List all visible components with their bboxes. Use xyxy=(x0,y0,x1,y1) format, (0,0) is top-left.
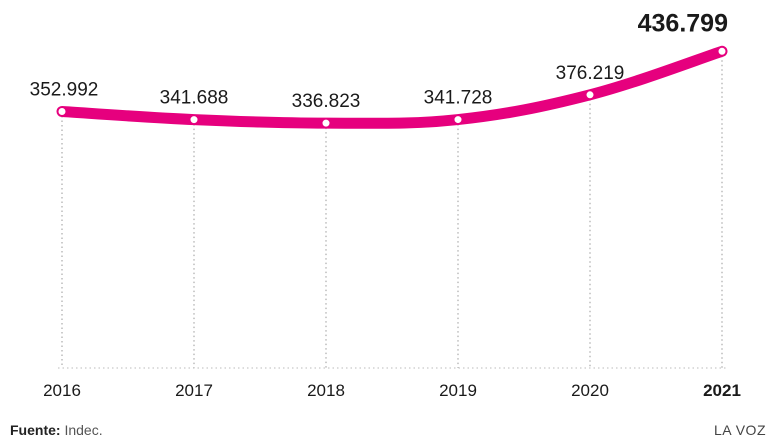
x-tick-label-2017: 2017 xyxy=(175,381,213,400)
data-point-2018 xyxy=(321,118,331,128)
data-point-2019 xyxy=(453,115,463,125)
data-points xyxy=(57,46,727,128)
value-label-2020: 376.219 xyxy=(556,63,625,84)
source-label: Fuente: xyxy=(10,422,61,438)
data-point-2017 xyxy=(189,115,199,125)
value-label-2017: 341.688 xyxy=(160,88,229,109)
x-tick-label-2016: 2016 xyxy=(43,381,81,400)
x-tick-labels: 2016 2017 2018 2019 2020 2021 xyxy=(43,381,741,400)
value-label-2019: 341.728 xyxy=(424,88,493,109)
chart-footer: Fuente: Indec. LA VOZ xyxy=(0,418,778,444)
data-point-2020 xyxy=(585,90,595,100)
gridlines xyxy=(61,51,723,368)
data-point-2021 xyxy=(717,46,727,56)
x-tick-label-2019: 2019 xyxy=(439,381,477,400)
series-line xyxy=(56,45,728,129)
data-point-2016 xyxy=(57,106,67,116)
source-value: Indec. xyxy=(64,422,103,438)
value-label-2018: 336.823 xyxy=(292,91,361,112)
brand-logo-text: LA VOZ xyxy=(713,422,766,438)
value-label-2021: 436.799 xyxy=(638,9,728,37)
x-tick-label-2018: 2018 xyxy=(307,381,345,400)
value-label-2016: 352.992 xyxy=(30,79,99,100)
x-tick-label-2021: 2021 xyxy=(703,381,741,400)
x-tick-label-2020: 2020 xyxy=(571,381,609,400)
source-note: Fuente: Indec. xyxy=(10,422,103,438)
value-labels: 352.992 341.688 336.823 341.728 376.219 436.7… xyxy=(30,9,728,112)
